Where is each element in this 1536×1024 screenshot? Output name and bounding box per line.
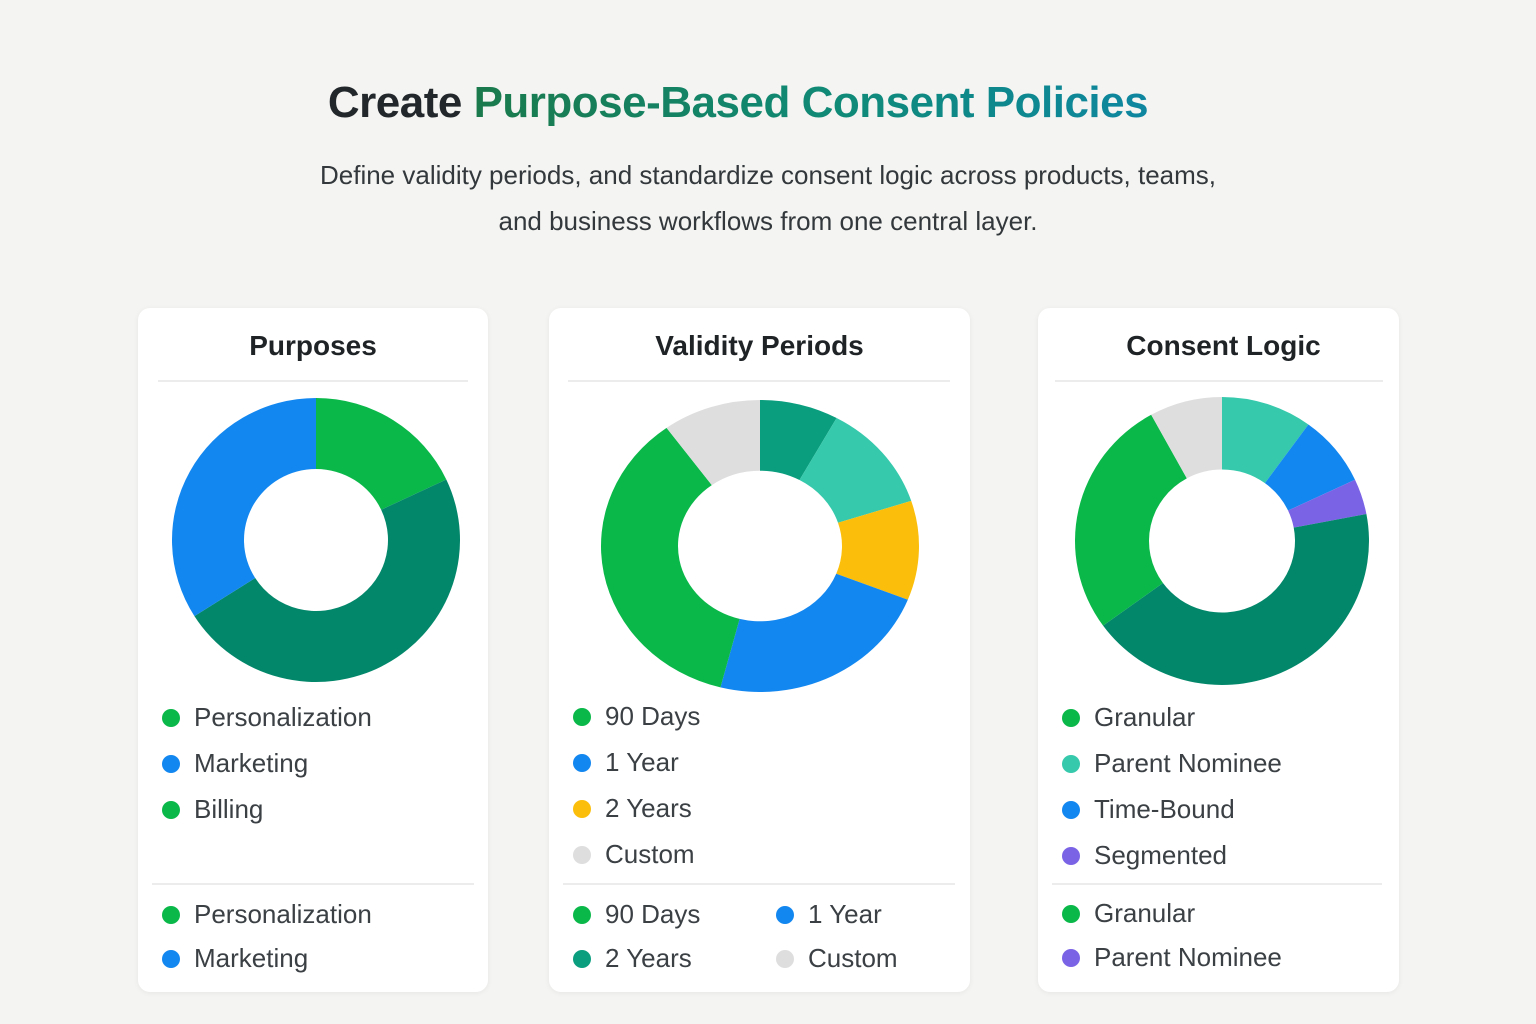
donut-slice-1-year — [720, 573, 908, 692]
legend-label: Personalization — [194, 899, 372, 929]
donut-slice-unlabeled — [1103, 514, 1369, 685]
legend-item-1-year: 1 Year — [776, 899, 882, 930]
consent-logic-donut-chart — [1075, 397, 1369, 685]
legend-swatch — [573, 799, 591, 818]
legend-swatch — [776, 905, 794, 924]
legend-item-2-years: 2 Years — [573, 793, 692, 824]
legend-label: Custom — [808, 943, 898, 973]
legend-item-billing: Billing — [162, 794, 263, 825]
legend-label: 2 Years — [605, 943, 692, 973]
legend-item-parent-nominee: Parent Nominee — [1062, 942, 1282, 973]
legend-swatch — [573, 707, 591, 726]
donut-slice-segmented — [1288, 479, 1367, 528]
legend-item-marketing: Marketing — [162, 748, 308, 779]
legend-label: 90 Days — [605, 701, 701, 731]
purposes-donut-chart — [172, 398, 460, 682]
donut-slice-granular — [1075, 414, 1187, 626]
legend-label: Billing — [194, 794, 264, 824]
page-title-accent: Purpose-Based Consent Policies — [473, 78, 1149, 127]
donut-slice-custom — [666, 400, 760, 486]
legend-label: Granular — [1094, 702, 1196, 732]
donut-slice-unlabeled — [799, 418, 912, 523]
legend-item-granular: Granular — [1062, 898, 1195, 929]
consent-logic-card-title: Consent Logic — [1126, 330, 1321, 361]
legend-swatch — [162, 949, 180, 968]
validity-periods-donut-chart — [601, 400, 919, 692]
page-subtitle-line-2: and business workflows from one central … — [498, 206, 1038, 236]
consent-logic-legend-divider — [1052, 883, 1382, 885]
legend-swatch — [1062, 904, 1080, 923]
legend-item-2-years: 2 Years — [573, 943, 692, 974]
legend-item-time-bound: Time-Bound — [1062, 794, 1235, 825]
legend-label: 90 Days — [605, 899, 701, 929]
legend-label: Marketing — [194, 748, 309, 778]
legend-swatch — [1062, 800, 1080, 819]
legend-swatch — [573, 845, 591, 864]
legend-swatch — [1062, 708, 1080, 727]
legend-swatch — [573, 949, 591, 968]
legend-swatch — [1062, 846, 1080, 865]
legend-item-custom: Custom — [573, 839, 695, 870]
legend-swatch — [162, 800, 180, 819]
legend-swatch — [162, 905, 180, 924]
legend-label: Parent Nominee — [1094, 942, 1282, 972]
page-title-lead: Create — [327, 78, 462, 127]
donut-slice-personalization — [316, 398, 447, 510]
donut-slice-2-years — [836, 500, 919, 600]
legend-label: Granular — [1094, 898, 1196, 928]
legend-label: Parent Nominee — [1094, 748, 1282, 778]
legend-item-custom: Custom — [776, 943, 898, 974]
legend-swatch — [573, 905, 591, 924]
legend-label: Time-Bound — [1094, 794, 1235, 824]
legend-item-personalization: Personalization — [162, 899, 372, 930]
validity-periods-card-title: Validity Periods — [655, 330, 864, 361]
donut-slice-billing — [194, 479, 460, 682]
page-subtitle-line-1: Define validity periods, and standardize… — [319, 160, 1217, 190]
legend-swatch — [776, 949, 794, 968]
legend-item-90-days: 90 Days — [573, 899, 700, 930]
legend-item-marketing: Marketing — [162, 943, 308, 974]
legend-item-1-year: 1 Year — [573, 747, 679, 778]
page-title: Create Purpose-Based Consent Policies — [0, 78, 1476, 128]
legend-item-segmented: Segmented — [1062, 840, 1227, 871]
legend-label: 2 Years — [605, 793, 692, 823]
legend-label: Segmented — [1094, 840, 1227, 870]
donut-slice-2-years — [760, 400, 837, 481]
legend-label: 1 Year — [808, 899, 882, 929]
donut-slice-unlabeled — [1151, 397, 1222, 479]
legend-swatch — [1062, 754, 1080, 773]
donut-slice-marketing — [172, 398, 316, 617]
legend-label: Custom — [605, 839, 695, 869]
legend-swatch — [162, 708, 180, 727]
legend-item-90-days: 90 Days — [573, 701, 700, 732]
donut-slice-90-days — [601, 427, 740, 688]
legend-item-personalization: Personalization — [162, 702, 372, 733]
legend-swatch — [573, 753, 591, 772]
legend-swatch — [162, 754, 180, 773]
legend-label: Marketing — [194, 943, 309, 973]
purposes-legend-divider — [152, 883, 474, 885]
validity-periods-legend-divider — [563, 883, 955, 885]
donut-slice-time-bound — [1264, 424, 1356, 511]
legend-label: 1 Year — [605, 747, 679, 777]
legend-item-granular: Granular — [1062, 702, 1195, 733]
legend-label: Personalization — [194, 702, 372, 732]
validity-periods-title-divider — [568, 380, 950, 382]
donut-slice-parent-nominee — [1222, 397, 1309, 484]
legend-item-parent-nominee: Parent Nominee — [1062, 748, 1282, 779]
consent-logic-title-divider — [1055, 380, 1383, 382]
legend-swatch — [1062, 948, 1080, 967]
purposes-title-divider — [158, 380, 468, 382]
purposes-card-title: Purposes — [249, 330, 377, 361]
